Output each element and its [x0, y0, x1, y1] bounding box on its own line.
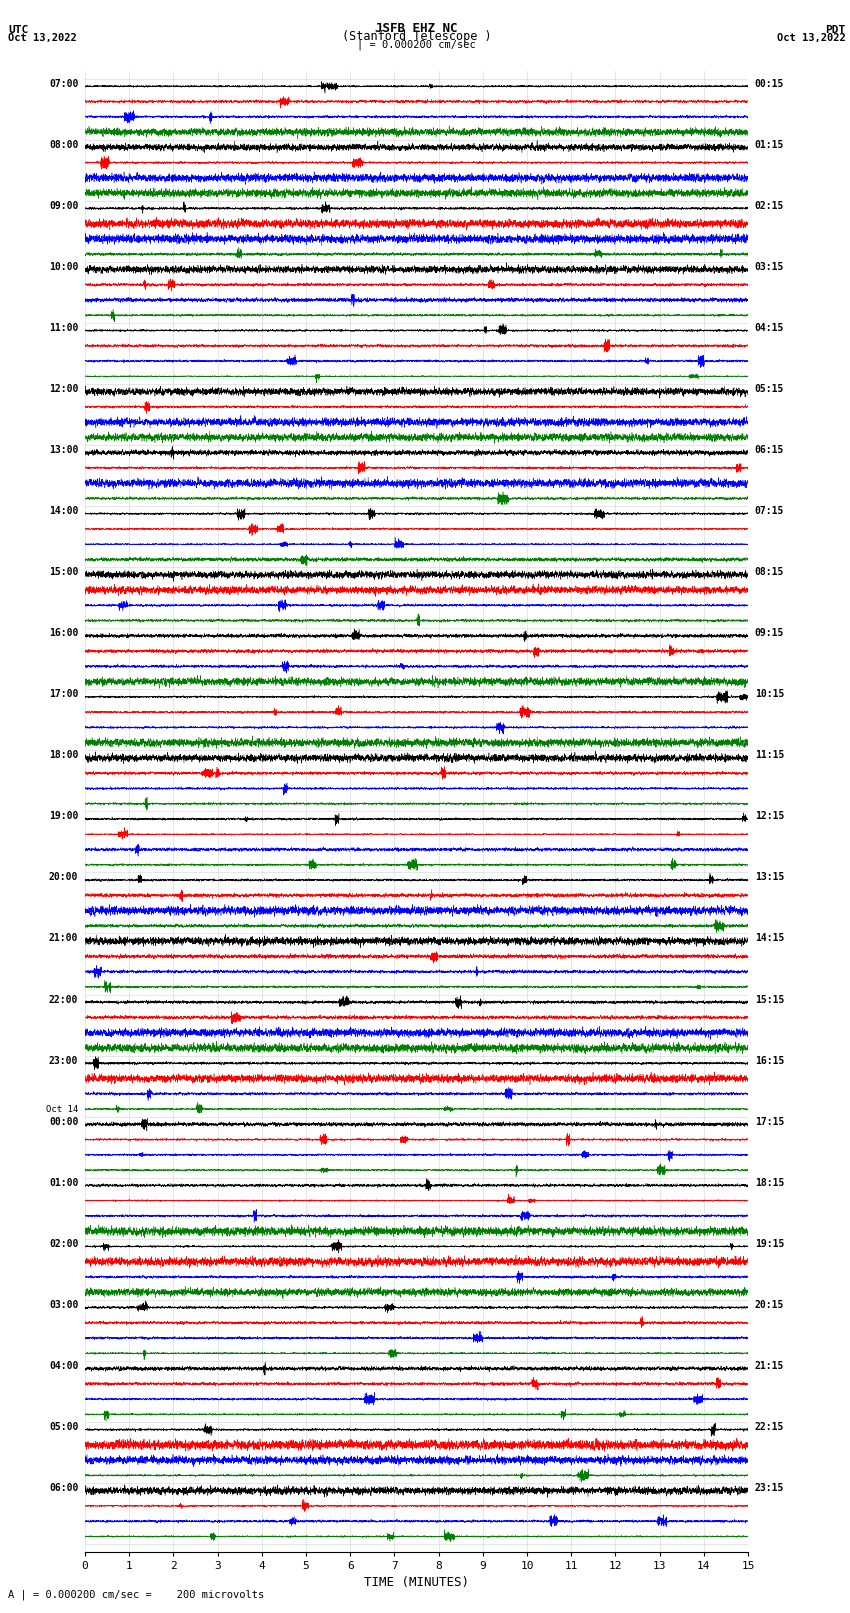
Text: 12:15: 12:15 [755, 811, 784, 821]
Text: 02:15: 02:15 [755, 200, 784, 211]
Text: Oct 14: Oct 14 [46, 1105, 78, 1115]
Text: 00:15: 00:15 [755, 79, 784, 89]
Text: 23:15: 23:15 [755, 1482, 784, 1494]
Text: 13:15: 13:15 [755, 873, 784, 882]
Text: Oct 13,2022: Oct 13,2022 [8, 32, 77, 44]
Text: 11:00: 11:00 [49, 323, 78, 332]
Text: 15:15: 15:15 [755, 995, 784, 1005]
Text: 06:15: 06:15 [755, 445, 784, 455]
Text: 01:00: 01:00 [49, 1177, 78, 1187]
Text: PDT: PDT [825, 24, 846, 35]
X-axis label: TIME (MINUTES): TIME (MINUTES) [364, 1576, 469, 1589]
Text: UTC: UTC [8, 24, 29, 35]
Text: 07:15: 07:15 [755, 506, 784, 516]
Text: 10:15: 10:15 [755, 689, 784, 698]
Text: 10:00: 10:00 [49, 261, 78, 271]
Text: 07:00: 07:00 [49, 79, 78, 89]
Text: 16:15: 16:15 [755, 1055, 784, 1066]
Text: 21:15: 21:15 [755, 1361, 784, 1371]
Text: 02:00: 02:00 [49, 1239, 78, 1248]
Text: 17:00: 17:00 [49, 689, 78, 698]
Text: 11:15: 11:15 [755, 750, 784, 760]
Text: 17:15: 17:15 [755, 1116, 784, 1126]
Text: | = 0.000200 cm/sec: | = 0.000200 cm/sec [357, 39, 476, 50]
Text: 00:00: 00:00 [49, 1116, 78, 1126]
Text: 19:15: 19:15 [755, 1239, 784, 1248]
Text: 14:15: 14:15 [755, 934, 784, 944]
Text: 20:00: 20:00 [49, 873, 78, 882]
Text: 20:15: 20:15 [755, 1300, 784, 1310]
Text: 18:00: 18:00 [49, 750, 78, 760]
Text: 04:00: 04:00 [49, 1361, 78, 1371]
Text: 13:00: 13:00 [49, 445, 78, 455]
Text: 22:00: 22:00 [49, 995, 78, 1005]
Text: 19:00: 19:00 [49, 811, 78, 821]
Text: 18:15: 18:15 [755, 1177, 784, 1187]
Text: 22:15: 22:15 [755, 1423, 784, 1432]
Text: 15:00: 15:00 [49, 568, 78, 577]
Text: 01:15: 01:15 [755, 140, 784, 150]
Text: 14:00: 14:00 [49, 506, 78, 516]
Text: 21:00: 21:00 [49, 934, 78, 944]
Text: 23:00: 23:00 [49, 1055, 78, 1066]
Text: 04:15: 04:15 [755, 323, 784, 332]
Text: 08:00: 08:00 [49, 140, 78, 150]
Text: 08:15: 08:15 [755, 568, 784, 577]
Text: JSFB EHZ NC: JSFB EHZ NC [375, 21, 458, 35]
Text: 03:15: 03:15 [755, 261, 784, 271]
Text: A | = 0.000200 cm/sec =    200 microvolts: A | = 0.000200 cm/sec = 200 microvolts [8, 1589, 264, 1600]
Text: 05:15: 05:15 [755, 384, 784, 394]
Text: 05:00: 05:00 [49, 1423, 78, 1432]
Text: 09:00: 09:00 [49, 200, 78, 211]
Text: 09:15: 09:15 [755, 627, 784, 639]
Text: 16:00: 16:00 [49, 627, 78, 639]
Text: 06:00: 06:00 [49, 1482, 78, 1494]
Text: 03:00: 03:00 [49, 1300, 78, 1310]
Text: 12:00: 12:00 [49, 384, 78, 394]
Text: (Stanford Telescope ): (Stanford Telescope ) [342, 29, 491, 44]
Text: Oct 13,2022: Oct 13,2022 [777, 32, 846, 44]
